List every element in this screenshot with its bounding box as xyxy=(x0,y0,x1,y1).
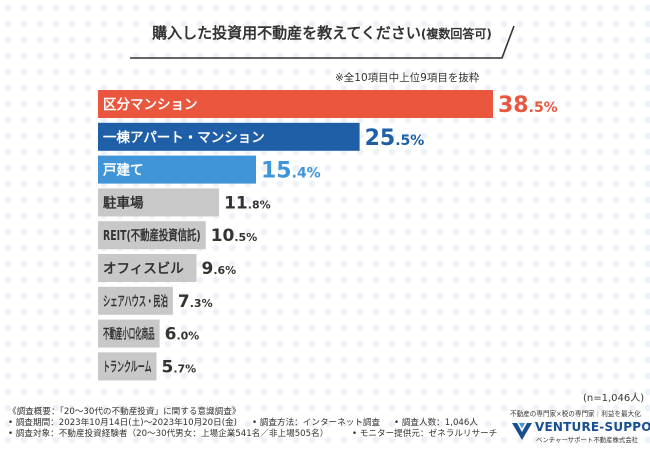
bar-label-4: 駐車場 xyxy=(103,194,144,211)
footer-target: • 調査対象：不動産投資経験者（20〜30代男女：上場企業541名／非上場505… xyxy=(8,429,329,439)
bar-1 xyxy=(98,90,493,118)
survey-footer: 《調査概要：「20〜30代の不動産投資」に関する意識調査》 • 調査期間：202… xyxy=(8,407,497,440)
title-block: 購入した投資用不動産を教えてください(複数回答可) xyxy=(130,20,515,60)
value-label-9: 5.7% xyxy=(162,357,197,377)
bar-label-9: トランクルーム xyxy=(103,359,152,375)
bar-4 xyxy=(98,188,220,217)
bar-5 xyxy=(98,221,206,250)
chart-title: 購入した投資用不動産を教えてください(複数回答可) xyxy=(142,22,502,43)
footer-method: • 調査方法：インターネット調査 xyxy=(252,418,381,428)
bar-label-5: REIT(不動産投資信託) xyxy=(103,227,201,244)
bar-label-2: 一棟アパート・マンション xyxy=(103,129,265,146)
sample-size: (n=1,046人) xyxy=(583,393,645,404)
value-label-2: 25.5% xyxy=(365,126,425,151)
logo-tagline: 不動産の専門家×税の専門家｜利益を最大化 xyxy=(510,410,641,418)
footer-period: • 調査期間：2023年10月14日(土)〜2023年10月20日(金) xyxy=(8,418,238,428)
footer-provider: • モニター提供元：ゼネラルリサーチ xyxy=(352,429,498,439)
chart-title-suffix: (複数回答可) xyxy=(420,27,492,41)
bar-9 xyxy=(98,352,157,381)
value-label-8: 6.0% xyxy=(165,325,200,345)
value-label-4: 11.8% xyxy=(224,193,271,213)
bar-label-3: 戸建て xyxy=(103,162,144,179)
title-underline xyxy=(130,25,515,59)
logo-name: VENTURE-SUPPORT xyxy=(535,420,650,434)
chart-title-main: 購入した投資用不動産を教えてください xyxy=(152,24,421,42)
logo-subtitle: ベンチャーサポート不動産株式会社 xyxy=(536,436,639,444)
value-label-5: 10.5% xyxy=(211,226,258,246)
bar-label-6: オフィスビル xyxy=(103,261,184,277)
bar-label-7: シェアハウス・民泊 xyxy=(103,293,168,310)
value-label-3: 15.4% xyxy=(261,159,321,184)
footer-count: • 調査人数：1,046人 xyxy=(394,418,478,428)
company-logo: 不動産の専門家×税の専門家｜利益を最大化 VENTURE-SUPPORT ベンチ… xyxy=(505,408,650,448)
logo-v-icon xyxy=(512,423,532,440)
value-label-1: 38.5% xyxy=(498,93,558,118)
bar-2 xyxy=(98,122,360,151)
value-label-7: 7.3% xyxy=(178,292,213,312)
bar-3 xyxy=(98,155,256,184)
chart-note: ※全10項目中上位9項目を抜粋 xyxy=(335,72,480,84)
bar-label-8: 不動産小口化商品 xyxy=(103,326,155,343)
bar-6 xyxy=(98,254,197,282)
bar-label-1: 区分マンション xyxy=(103,97,198,113)
bar-7 xyxy=(98,286,173,315)
value-label-6: 9.6% xyxy=(202,259,237,279)
footer-line-1: 《調査概要：「20〜30代の不動産投資」に関する意識調査》 xyxy=(8,407,241,417)
bar-8 xyxy=(98,319,160,348)
